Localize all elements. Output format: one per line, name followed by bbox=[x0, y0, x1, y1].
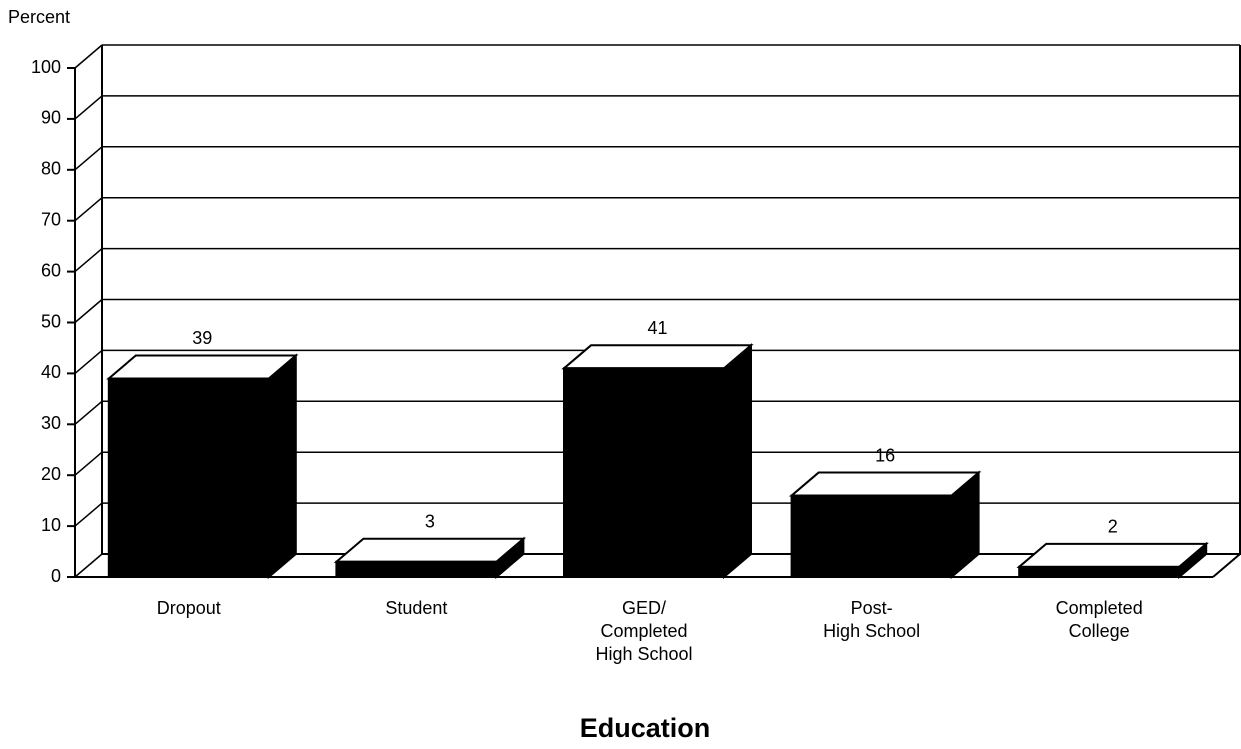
floor-right bbox=[1212, 553, 1241, 578]
bar bbox=[561, 343, 754, 580]
x-tick-label: Completed College bbox=[1055, 598, 1143, 641]
bar-front bbox=[107, 377, 270, 578]
grid-line bbox=[74, 349, 103, 374]
x-axis-label: Education bbox=[580, 713, 711, 743]
y-axis-label: Percent bbox=[8, 7, 70, 27]
y-tick-label: 70 bbox=[41, 209, 61, 229]
bar-front bbox=[1018, 565, 1181, 578]
x-tick-label: GED/ Completed High School bbox=[595, 598, 693, 664]
bar-top bbox=[1016, 542, 1209, 568]
bar-top bbox=[561, 344, 754, 370]
grid-line bbox=[74, 553, 103, 578]
bar-side bbox=[723, 343, 752, 580]
y-tick-label: 80 bbox=[41, 159, 61, 179]
y-tick-label: 30 bbox=[41, 413, 61, 433]
value-label: 39 bbox=[192, 328, 212, 348]
bar-top bbox=[106, 354, 299, 380]
grid-line bbox=[74, 502, 103, 527]
x-tick-label: Student bbox=[385, 598, 448, 618]
value-label: 41 bbox=[647, 318, 667, 338]
y-tick-label: 100 bbox=[31, 57, 61, 77]
grid-line bbox=[74, 44, 103, 69]
y-tick-label: 50 bbox=[41, 311, 61, 331]
bar-top bbox=[788, 471, 982, 497]
grid-line bbox=[74, 298, 103, 324]
bar bbox=[333, 536, 527, 580]
value-label: 2 bbox=[1108, 517, 1118, 537]
bar-front bbox=[563, 367, 725, 578]
grid-line bbox=[74, 197, 103, 222]
x-tick-label: Post- High School bbox=[823, 598, 921, 641]
value-label: 3 bbox=[425, 511, 435, 531]
grid-line bbox=[74, 248, 103, 273]
bar-side bbox=[267, 353, 297, 580]
bar bbox=[106, 353, 299, 580]
bar-top bbox=[333, 537, 527, 563]
bar-front bbox=[790, 494, 953, 578]
x-tick-label: Dropout bbox=[156, 598, 221, 618]
bar bbox=[788, 470, 982, 580]
y-tick-label: 40 bbox=[41, 362, 61, 382]
bar-front bbox=[335, 560, 498, 578]
bar bbox=[1016, 541, 1209, 580]
y-tick-label: 60 bbox=[41, 260, 61, 280]
grid-line bbox=[74, 451, 103, 476]
y-tick-label: 20 bbox=[41, 464, 61, 484]
y-tick-label: 10 bbox=[41, 515, 61, 535]
grid-line bbox=[74, 146, 103, 171]
y-tick-label: 0 bbox=[51, 566, 61, 586]
grid-line bbox=[74, 95, 103, 120]
grid-line bbox=[74, 400, 103, 425]
y-tick-label: 90 bbox=[41, 108, 61, 128]
value-label: 16 bbox=[875, 445, 895, 465]
